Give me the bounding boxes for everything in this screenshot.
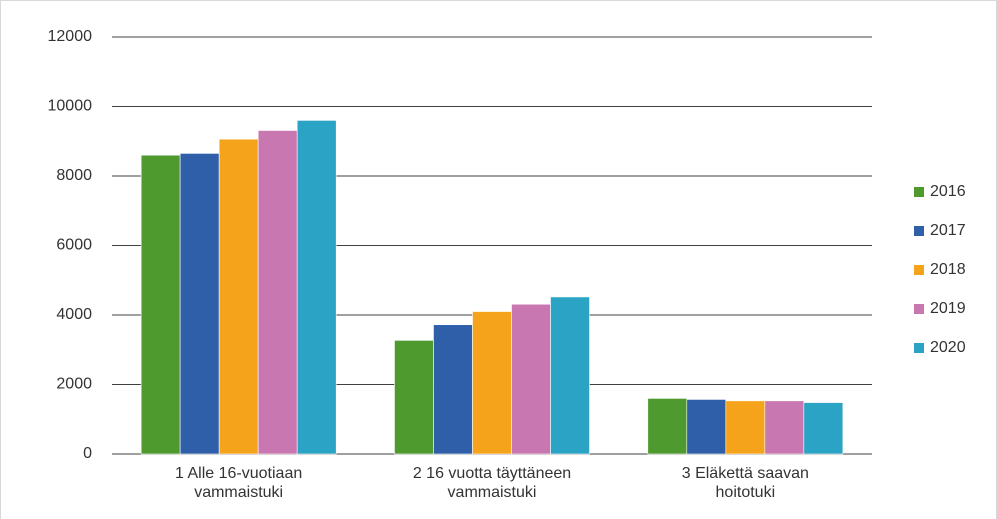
legend-label: 2016	[930, 183, 966, 200]
legend-label: 2017	[930, 222, 966, 239]
legend-swatch	[914, 304, 924, 314]
bar	[218, 138, 259, 455]
legend-swatch	[914, 343, 924, 353]
y-tick-label: 12000	[48, 28, 93, 45]
bar	[764, 400, 805, 455]
legend-label: 2018	[930, 261, 966, 278]
bar	[179, 153, 220, 455]
legend-swatch	[914, 226, 924, 236]
y-tick-label: 8000	[56, 167, 92, 184]
bar	[686, 399, 727, 455]
bar	[140, 154, 181, 455]
bar	[472, 311, 512, 455]
x-tick-label: 3 Eläkettä saavan hoitotuki	[681, 465, 809, 501]
legend-label: 2020	[930, 339, 966, 356]
legend-swatch	[914, 187, 924, 197]
bar	[803, 402, 844, 455]
y-tick-label: 6000	[56, 237, 92, 254]
bar	[433, 324, 473, 455]
legend-swatch	[914, 265, 924, 275]
bar	[296, 120, 337, 455]
bar	[394, 340, 434, 455]
legend-label: 2019	[930, 300, 966, 317]
bar	[550, 296, 590, 455]
x-tick-label: 1 Alle 16-vuotiaan vammaistuki	[175, 465, 303, 501]
y-tick-label: 10000	[48, 98, 93, 115]
bar	[725, 400, 766, 455]
bar	[257, 130, 298, 455]
y-tick-label: 0	[83, 445, 92, 462]
bar	[647, 398, 688, 455]
bar	[511, 303, 551, 455]
x-tick-label: 2 16 vuotta täyttäneen vammaistuki	[412, 465, 572, 501]
y-tick-label: 2000	[56, 376, 92, 393]
y-tick-label: 4000	[56, 306, 92, 323]
